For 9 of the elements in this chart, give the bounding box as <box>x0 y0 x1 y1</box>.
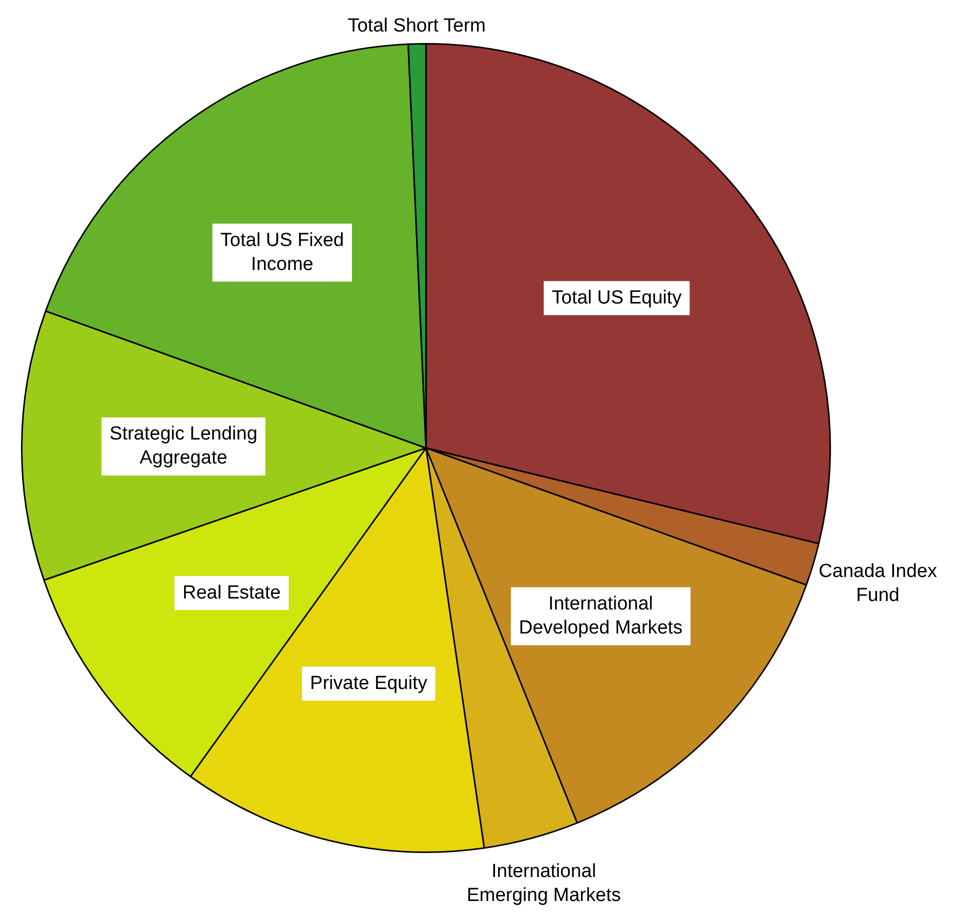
slice-label: Canada Index Fund <box>818 561 938 606</box>
slice-label: Strategic Lending Aggregate <box>110 424 258 469</box>
slice-label: Total US Equity <box>552 287 682 308</box>
slice-label: Private Equity <box>310 672 428 694</box>
slice-label: Total Short Term <box>348 16 486 37</box>
slice-label: International Developed Markets <box>518 593 683 638</box>
slice-label: Real Estate <box>182 582 281 604</box>
slice-label: International Emerging Markets <box>466 861 621 906</box>
slice-label: Total US Fixed Income <box>220 230 344 275</box>
